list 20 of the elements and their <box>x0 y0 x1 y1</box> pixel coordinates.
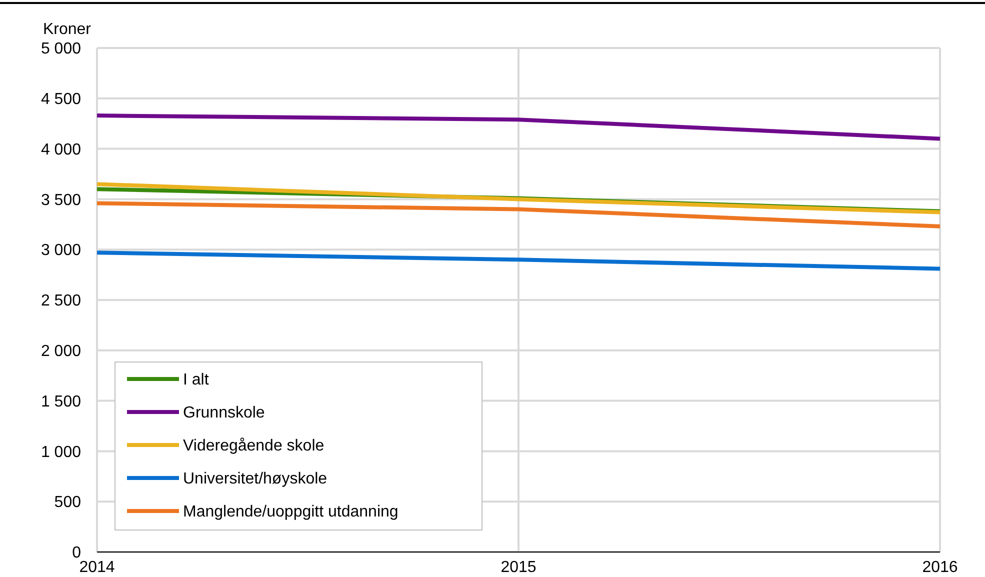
legend-label: Videregående skole <box>183 438 324 455</box>
legend-label: Universitet/høyskole <box>183 470 328 488</box>
y-tick-label: 3 500 <box>40 192 82 209</box>
legend-label: Grunnskole <box>183 404 265 422</box>
y-axis-title: Kroner <box>42 21 92 38</box>
y-tick-label: 1 000 <box>40 444 82 461</box>
y-tick-label: 2 000 <box>40 343 82 360</box>
y-tick-label: 5 000 <box>40 40 82 58</box>
y-tick-label: 2 500 <box>40 292 82 310</box>
x-tick-label: 2014 <box>79 559 115 576</box>
y-tick-label: 1 500 <box>40 393 82 410</box>
y-tick-label: 500 <box>54 494 82 512</box>
x-tick-label: 2015 <box>500 559 536 576</box>
y-tick-label: 3 000 <box>40 242 82 260</box>
legend-label: Manglende/uoppgitt utdanning <box>183 504 398 521</box>
y-tick-label: 0 <box>72 544 82 562</box>
legend-label: I alt <box>183 372 210 389</box>
y-tick-label: 4 000 <box>40 141 82 158</box>
x-tick-label: 2016 <box>922 559 958 576</box>
y-tick-label: 4 500 <box>40 91 82 108</box>
